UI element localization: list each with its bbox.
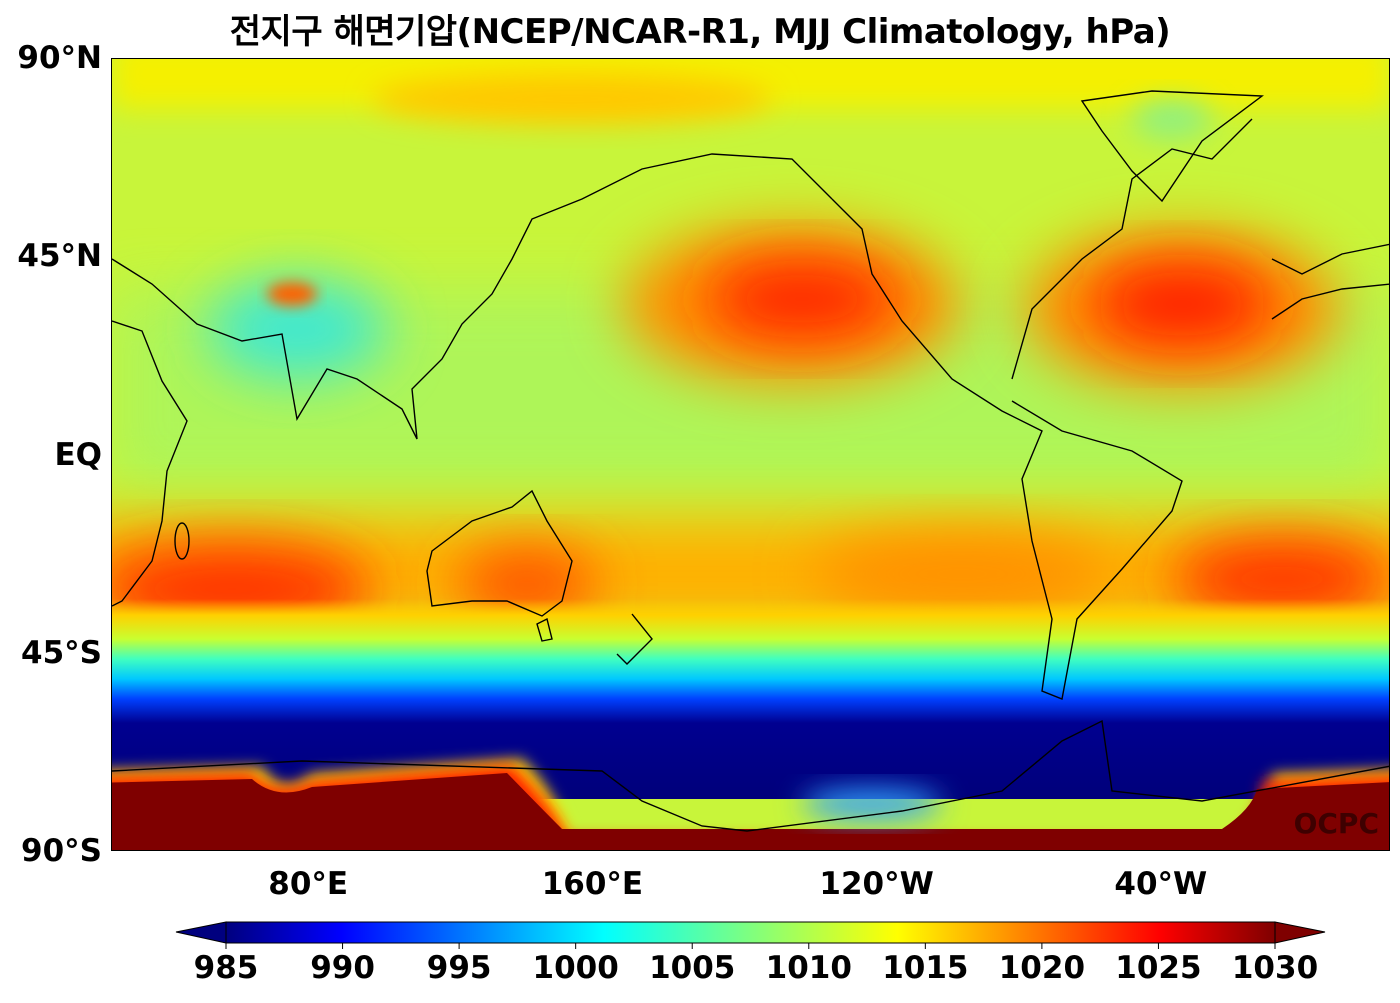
map-title: 전지구 해면기압(NCEP/NCAR-R1, MJJ Climatology, … bbox=[229, 12, 1171, 52]
lon-tick-label: 120°W bbox=[819, 866, 934, 902]
lon-tick-label: 40°W bbox=[1114, 866, 1208, 902]
colorbar-tick-label: 1010 bbox=[765, 950, 852, 986]
colorbar-tick-label: 990 bbox=[310, 950, 375, 986]
lat-tick-label: 45°N bbox=[17, 238, 102, 275]
lon-tick-label: 80°E bbox=[268, 866, 349, 902]
colorbar-min-extend bbox=[175, 921, 227, 944]
colorbar-max-extend bbox=[1274, 921, 1326, 944]
lat-tick-label: 90°S bbox=[21, 833, 102, 869]
colorbar-tick-label: 1015 bbox=[882, 950, 969, 986]
lon-tick-label: 160°E bbox=[541, 866, 644, 902]
colorbar-tick-label: 995 bbox=[426, 950, 492, 986]
colorbar-tick-label: 985 bbox=[193, 950, 259, 986]
lat-tick-label: EQ bbox=[54, 436, 102, 473]
colorbar-tick-label: 1020 bbox=[998, 950, 1086, 986]
lat-tick-label: 45°S bbox=[21, 634, 102, 671]
colorbar-gradient bbox=[225, 921, 1276, 944]
colorbar bbox=[175, 921, 1326, 949]
ocpc-watermark: OCPC bbox=[1293, 807, 1379, 840]
pressure-field bbox=[112, 59, 1389, 850]
colorbar-tick-label: 1030 bbox=[1231, 950, 1319, 986]
colorbar-tick-label: 1005 bbox=[649, 950, 736, 986]
colorbar-tick-label: 1000 bbox=[532, 950, 619, 986]
sea-level-pressure-map: OCPC bbox=[111, 58, 1390, 851]
coastlines bbox=[112, 90, 1389, 832]
lat-tick-label: 90°N bbox=[17, 40, 102, 76]
colorbar-tick-label: 1025 bbox=[1115, 950, 1202, 986]
